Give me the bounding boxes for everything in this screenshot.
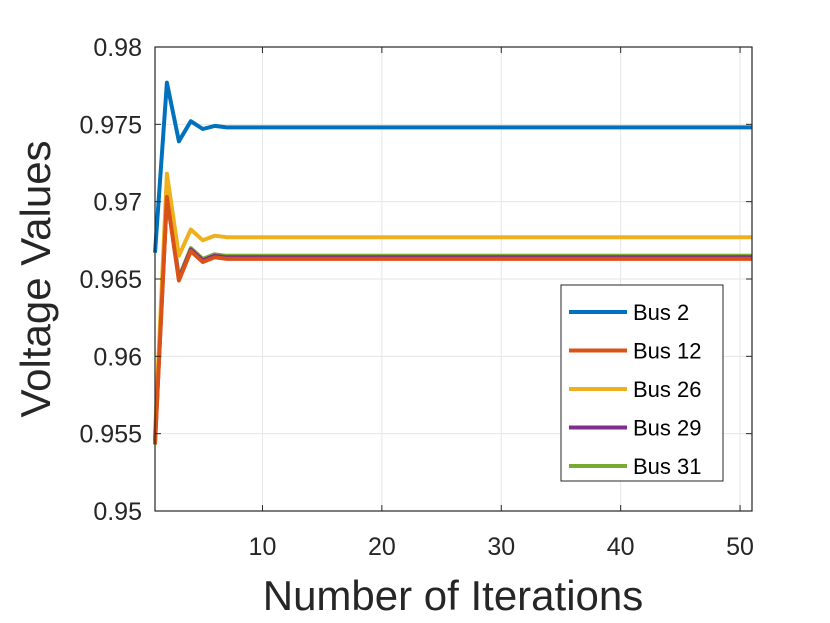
y-tick-label: 0.955 bbox=[79, 421, 142, 449]
legend-label: Bus 31 bbox=[633, 454, 702, 479]
y-axis-title: Voltage Values bbox=[12, 140, 59, 417]
x-tick-label: 10 bbox=[249, 533, 277, 561]
y-tick-labels: 0.95 0.955 0.96 0.965 0.97 0.975 0.98 bbox=[79, 34, 142, 526]
series-line-bus-2 bbox=[153, 80, 752, 253]
x-tick-label: 40 bbox=[607, 533, 635, 561]
x-tick-labels: 10 20 30 40 50 bbox=[249, 533, 754, 561]
y-tick-label: 0.96 bbox=[93, 343, 142, 371]
series-layer bbox=[153, 80, 752, 445]
y-tick-label: 0.97 bbox=[93, 189, 142, 217]
y-tick-label: 0.975 bbox=[79, 111, 142, 139]
y-tick-label: 0.98 bbox=[93, 34, 142, 62]
x-tick-label: 30 bbox=[487, 533, 515, 561]
series-line-bus-26 bbox=[153, 171, 752, 434]
legend-label: Bus 29 bbox=[633, 416, 702, 441]
y-tick-label: 0.95 bbox=[93, 498, 142, 526]
y-tick-label: 0.965 bbox=[79, 266, 142, 294]
x-tick-label: 50 bbox=[726, 533, 754, 561]
legend-label: Bus 2 bbox=[633, 300, 689, 325]
x-axis-title: Number of Iterations bbox=[263, 572, 644, 619]
legend: Bus 2 Bus 12 Bus 26 Bus 29 Bus 31 bbox=[560, 284, 724, 482]
series-line-bus-12 bbox=[153, 195, 752, 445]
x-tick-label: 20 bbox=[368, 533, 396, 561]
legend-box bbox=[560, 284, 724, 482]
legend-label: Bus 26 bbox=[633, 377, 702, 402]
legend-label: Bus 12 bbox=[633, 339, 702, 364]
tick-marks bbox=[155, 46, 752, 512]
